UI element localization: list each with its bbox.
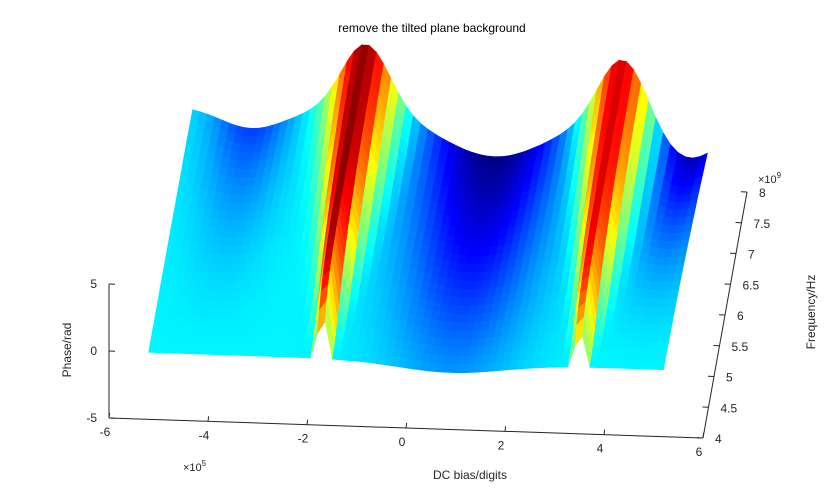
x-tick-label: 0: [399, 435, 406, 449]
y-tick-label: 4: [715, 432, 722, 446]
y-tick-label: 5: [726, 371, 733, 385]
surface-patch: [674, 263, 685, 274]
x-tick-label: 6: [696, 445, 703, 459]
x-tick: [207, 416, 210, 422]
surface-patch: [670, 280, 681, 291]
chart-title: remove the tilted plane background: [338, 21, 525, 35]
y-tick-label: 7.5: [754, 217, 771, 231]
surface-patch: [659, 341, 669, 352]
tick-labels: -6 -4 -2 0 2 4 644.555.566.577.58-505: [86, 186, 770, 459]
surface-patch: [669, 289, 679, 300]
surface-patch: [672, 272, 683, 283]
x-axis-exponent: ×105: [183, 459, 207, 474]
z-tick-label: 0: [90, 344, 97, 358]
y-tick-label: 7: [748, 248, 755, 262]
x-exponent-power: 5: [202, 459, 207, 468]
y-tick-label: 8: [759, 186, 766, 200]
x-tick: [108, 412, 111, 419]
surface-patch: [667, 298, 678, 308]
x-tick-label: -6: [100, 425, 111, 439]
y-tick-label: 4.5: [721, 401, 738, 415]
x-tick: [504, 426, 507, 432]
y-tick-label: 5.5: [732, 340, 749, 354]
y-tick-label: 6.5: [743, 278, 760, 292]
x-tick: [306, 419, 309, 425]
x-exponent-base: ×10: [183, 462, 202, 474]
surface-patch: [677, 247, 688, 258]
y-tick-label: 6: [737, 309, 744, 323]
z-axis-label: Phase/rad: [60, 323, 74, 378]
surface-patch: [655, 359, 666, 371]
surface-patch: [676, 255, 686, 266]
z-tick-label: -5: [86, 411, 97, 425]
y-axis-exponent: ×109: [758, 171, 782, 186]
tick-marks: [108, 191, 748, 439]
x-tick: [702, 432, 705, 439]
phase-surface: [148, 44, 708, 374]
x-axis-label: DC bias/digits: [433, 468, 507, 482]
y-axis-label: Frequency/Hz: [804, 275, 818, 350]
surface-patch: [665, 306, 676, 317]
z-tick-label: 5: [90, 277, 97, 291]
y-exponent-base: ×10: [758, 174, 777, 186]
surface-patch: [662, 324, 673, 334]
x-tick-label: -2: [298, 432, 309, 446]
y-exponent-power: 9: [777, 171, 782, 180]
surface-patch: [660, 333, 671, 343]
surface-patch: [664, 315, 674, 326]
x-tick: [405, 422, 408, 429]
surface-patch: [657, 350, 668, 361]
x-tick-label: 2: [498, 438, 505, 452]
x-tick: [603, 429, 606, 435]
x-tick-label: 4: [597, 442, 604, 456]
x-tick-label: -4: [199, 428, 210, 442]
